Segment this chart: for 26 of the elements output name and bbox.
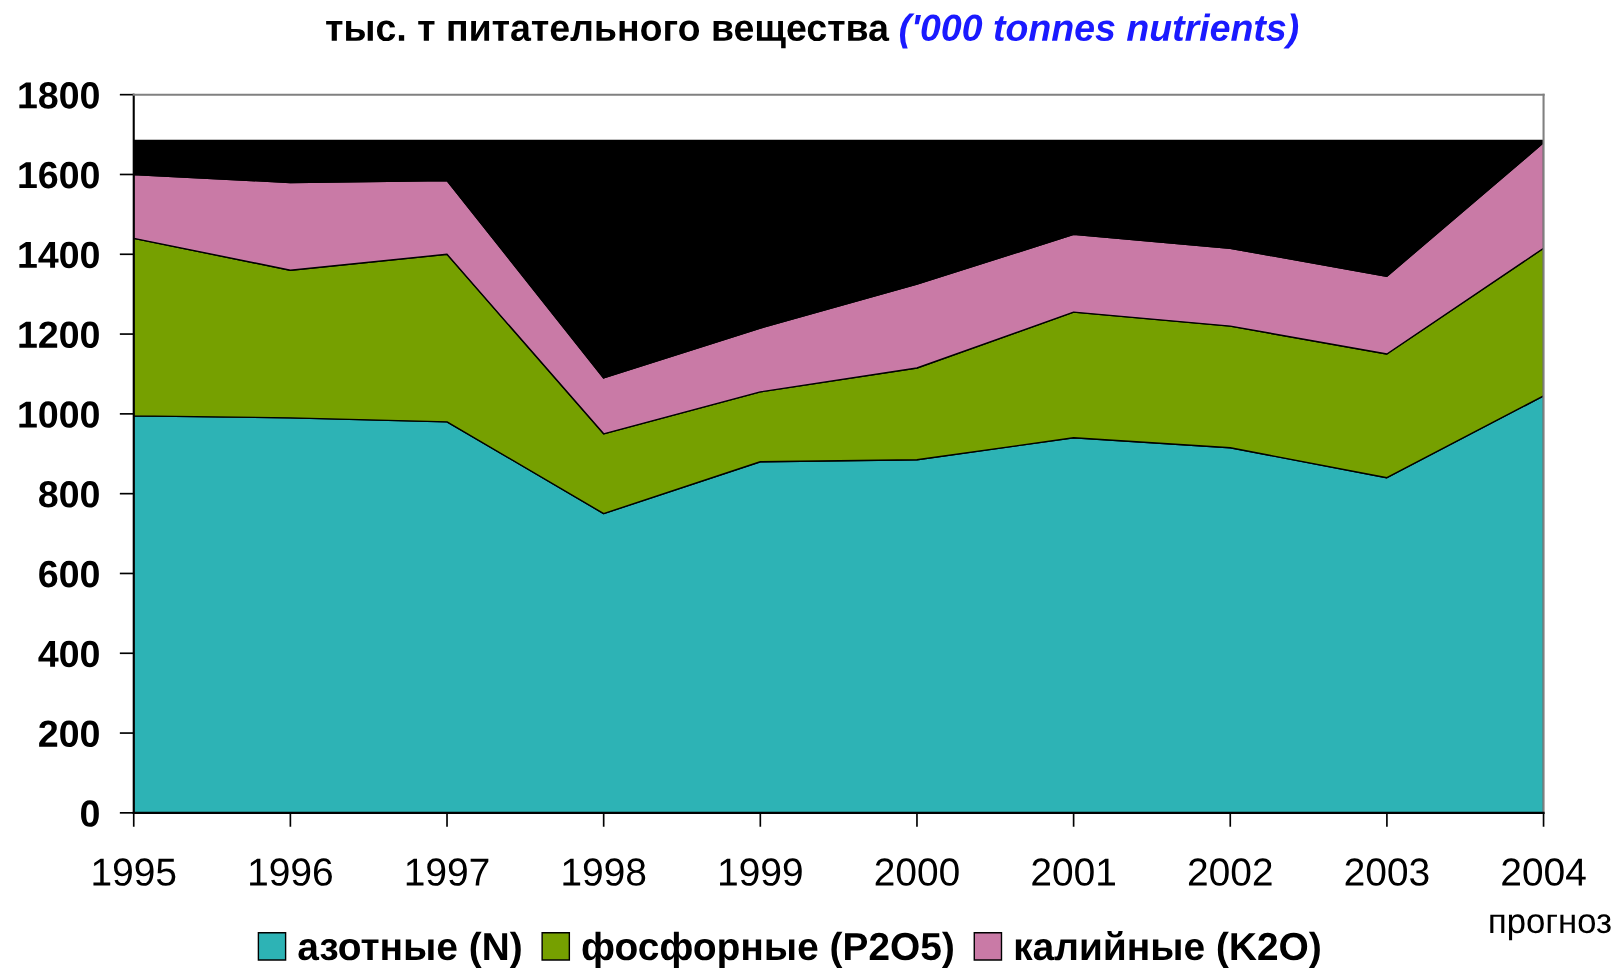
y-tick-label: 1800 [19, 82, 99, 109]
x-tick-label: 1999 [720, 858, 802, 886]
y-tick-label: 200 [39, 720, 99, 748]
x-tick-label: 1997 [406, 858, 489, 886]
x-tick-label: 2001 [1032, 858, 1115, 886]
x-tick-label: 2000 [875, 858, 959, 886]
legend-label: азотные (N) [298, 931, 521, 969]
x-tick-label: 1996 [250, 858, 332, 886]
x-tick-label: 1998 [563, 858, 646, 886]
y-tick-label: 600 [39, 560, 99, 588]
x-tick-label: 1995 [93, 858, 176, 886]
x-tick-label: 2004 [1502, 858, 1586, 886]
chart-title: тыс. т питательного вещества [326, 20, 890, 49]
y-tick-label: 800 [39, 481, 99, 508]
y-tick-label: 400 [38, 640, 99, 668]
x-tick-label: 2002 [1188, 858, 1272, 886]
y-tick-label: 1400 [19, 241, 99, 269]
legend-label: фосфорные (P2O5) [582, 931, 953, 969]
y-tick-label: 1600 [19, 161, 99, 189]
legend-label: калийные (K2O) [1015, 931, 1320, 969]
y-tick-label: 0 [81, 800, 99, 827]
text: прогноз [1490, 914, 1611, 941]
y-tick-label: 1200 [19, 321, 99, 349]
x-tick-label: 2003 [1345, 858, 1429, 886]
chart-subtitle: ('000 tonnes nutrients) [899, 13, 1299, 49]
y-tick-label: 1000 [19, 401, 99, 428]
